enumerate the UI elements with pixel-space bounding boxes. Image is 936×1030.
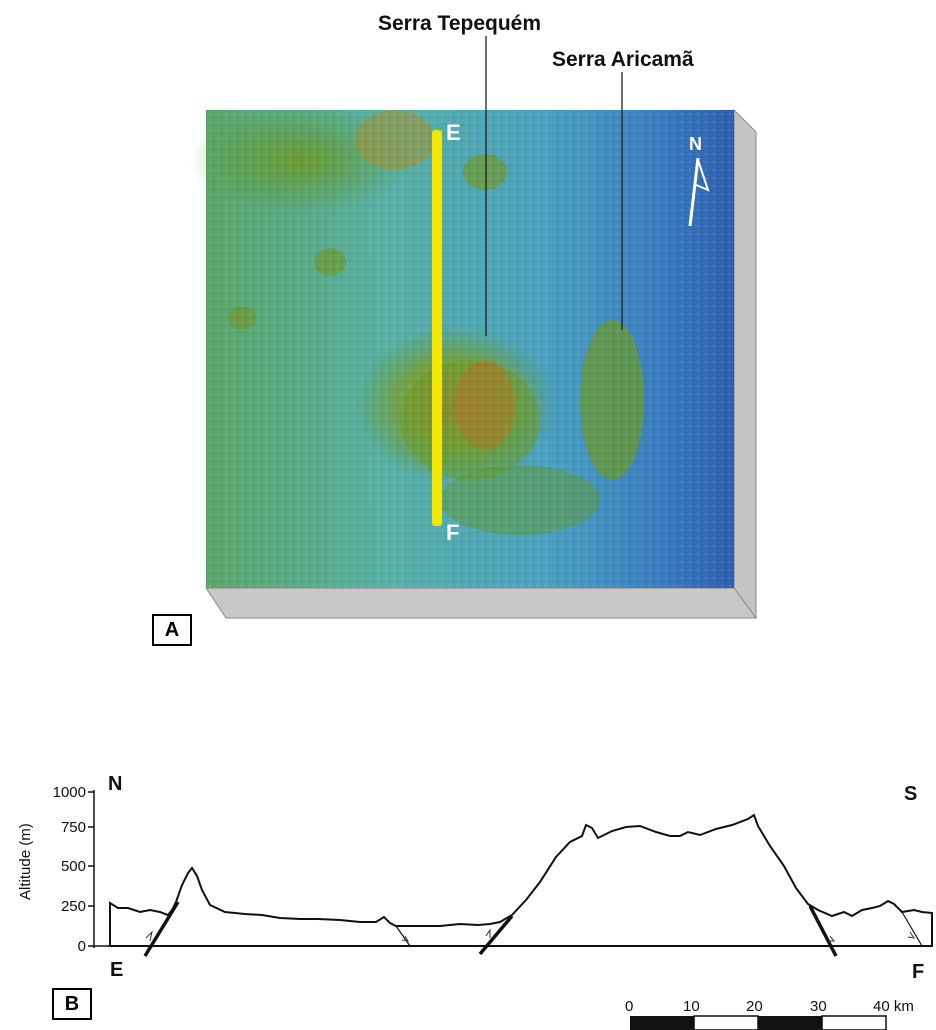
scale-label: 10 (683, 998, 700, 1015)
fault-line (901, 911, 923, 947)
north-end-label: N (108, 773, 122, 795)
terrain-profile (109, 813, 933, 947)
north-label: N (689, 134, 702, 154)
scale-label: 40 km (873, 998, 914, 1015)
scale-segment (821, 1015, 887, 1030)
fault-line (808, 905, 838, 957)
fault-slip-arrow-icon (401, 935, 409, 942)
terrain-texture (206, 110, 734, 588)
profile-end-label: F (912, 961, 924, 983)
fault-slip-arrow-icon (907, 931, 916, 939)
block-bottom-side (205, 587, 757, 619)
scale-segment (693, 1015, 759, 1030)
scale-segment (758, 1016, 822, 1030)
y-tick-label: 0 (78, 938, 86, 955)
fault-slip-arrow-icon (145, 930, 153, 942)
south-end-label: S (904, 783, 917, 805)
panel-b-label: B (52, 988, 92, 1020)
block-right-side (733, 108, 757, 620)
profile-start-label: E (446, 120, 461, 145)
fault-slip-arrow-icon (485, 928, 491, 938)
fault-line (478, 914, 514, 956)
scale-bar: 0 10 20 30 40 km (625, 998, 914, 1030)
y-tick-label: 500 (61, 858, 86, 875)
scale-label: 30 (810, 998, 827, 1015)
y-tick-label: 750 (61, 819, 86, 836)
north-arrow-icon (688, 157, 700, 227)
block-diagram: E F N (190, 36, 757, 620)
y-tick-label: 1000 (53, 784, 86, 801)
serra-aricama-label: Serra Aricamã (552, 48, 694, 71)
fault-line (143, 901, 180, 957)
fault-line (395, 925, 411, 947)
panel-a-label: A (152, 614, 192, 646)
profile-panel: 1000 750 500 250 0 Altitude (m) N S E F (17, 773, 933, 1030)
scale-label: 0 (625, 998, 633, 1015)
north-arrow-head-icon (693, 159, 710, 192)
y-axis-title: Altitude (m) (17, 823, 34, 900)
scale-label: 20 (746, 998, 763, 1015)
scale-segment (630, 1016, 694, 1030)
profile-line-ef (432, 130, 442, 526)
y-tick-label: 250 (61, 898, 86, 915)
profile-end-label: F (446, 520, 459, 545)
profile-start-label: E (110, 959, 123, 981)
serra-tepequem-label: Serra Tepequém (378, 12, 541, 35)
fault-slip-arrow-icon (828, 935, 836, 942)
